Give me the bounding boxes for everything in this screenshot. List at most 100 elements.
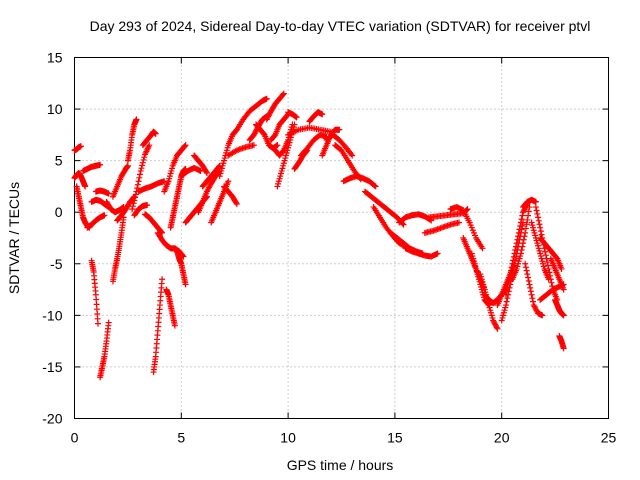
data-point	[519, 243, 526, 250]
series-arc5	[84, 212, 108, 231]
data-point	[525, 274, 532, 281]
series-arc8	[92, 187, 112, 197]
data-point	[494, 325, 501, 332]
plot-frame	[74, 57, 609, 419]
data-point	[233, 200, 240, 207]
data-point	[513, 240, 520, 247]
data-point	[263, 95, 270, 102]
data-point	[129, 206, 136, 213]
y-tick-label: 5	[55, 153, 63, 169]
data-point	[514, 236, 521, 243]
x-tick-label: 20	[494, 430, 510, 446]
data-point	[146, 142, 153, 149]
data-point	[132, 191, 139, 198]
data-point	[529, 295, 536, 302]
series-arc56	[421, 219, 462, 236]
series-arc28	[191, 152, 210, 177]
data-point	[517, 222, 524, 229]
series-arc15	[129, 142, 153, 213]
data-point	[97, 161, 104, 168]
data-point	[542, 248, 549, 255]
series-arc26	[178, 164, 204, 180]
series-arc22	[163, 286, 178, 329]
data-point	[536, 221, 543, 228]
data-point	[523, 221, 530, 228]
series-arc18	[135, 178, 168, 195]
y-axis-label: SDTVAR / TECUs	[6, 182, 22, 294]
data-point	[538, 231, 545, 238]
data-point	[133, 116, 140, 123]
y-tick-label: -10	[42, 307, 62, 323]
data-point	[524, 271, 531, 278]
data-point	[225, 178, 232, 185]
data-point	[510, 257, 517, 264]
data-point	[94, 320, 101, 327]
data-point	[558, 265, 565, 272]
data-point	[400, 221, 407, 228]
data-point	[535, 217, 542, 224]
data-point	[280, 90, 287, 97]
data-point	[537, 224, 544, 231]
data-point	[504, 284, 511, 291]
data-point	[280, 91, 287, 98]
data-point	[82, 183, 89, 190]
data-point	[512, 247, 519, 254]
data-point	[134, 181, 141, 188]
data-point	[144, 201, 151, 208]
series-arc19	[141, 211, 166, 236]
data-point	[548, 279, 555, 286]
data-point	[250, 142, 257, 149]
data-point	[522, 229, 529, 236]
series-arc4	[80, 161, 104, 174]
data-point	[560, 286, 567, 293]
data-point	[518, 216, 525, 223]
data-point	[516, 226, 523, 233]
data-point	[136, 174, 143, 181]
series-arc67	[520, 196, 539, 211]
y-tick-label: 15	[47, 50, 63, 66]
series-arc39	[268, 111, 292, 144]
data-point	[533, 207, 540, 214]
data-point	[502, 291, 509, 298]
series-arc38	[263, 90, 287, 123]
data-point	[515, 229, 522, 236]
series-arc23	[161, 142, 189, 195]
series-arc46	[306, 109, 326, 125]
y-tick-label: -15	[42, 359, 62, 375]
data-point	[349, 152, 356, 159]
data-point	[203, 168, 210, 175]
data-point	[510, 253, 517, 260]
data-point	[293, 114, 300, 121]
data-point	[522, 260, 529, 267]
data-point	[319, 111, 326, 118]
data-point	[544, 262, 551, 269]
series-arc3	[73, 183, 93, 231]
data-point	[502, 302, 509, 309]
y-tick-label: 10	[47, 101, 63, 117]
data-point	[542, 252, 549, 259]
data-point	[132, 194, 139, 201]
data-point	[152, 130, 159, 137]
series-arc2	[71, 143, 84, 154]
data-point	[493, 324, 500, 331]
series-arc54	[402, 245, 441, 260]
data-point	[464, 206, 471, 213]
series-arc73	[547, 255, 567, 293]
data-point	[182, 142, 189, 149]
data-point	[159, 276, 166, 283]
data-point	[547, 276, 554, 283]
data-point	[524, 216, 531, 223]
data-point	[523, 267, 530, 274]
data-point	[479, 245, 486, 252]
data-point	[547, 272, 554, 279]
data-points	[71, 90, 567, 381]
data-point	[503, 288, 510, 295]
data-point	[509, 260, 516, 267]
series-arc66	[509, 204, 533, 283]
data-point	[129, 203, 136, 210]
x-tick-label: 15	[387, 430, 403, 446]
series-arc74	[552, 296, 567, 319]
axis-ticks: 0 5 10 15 20 25 -20 -15 -10 -5 0 5 10 15	[42, 50, 616, 446]
data-point	[511, 250, 518, 257]
